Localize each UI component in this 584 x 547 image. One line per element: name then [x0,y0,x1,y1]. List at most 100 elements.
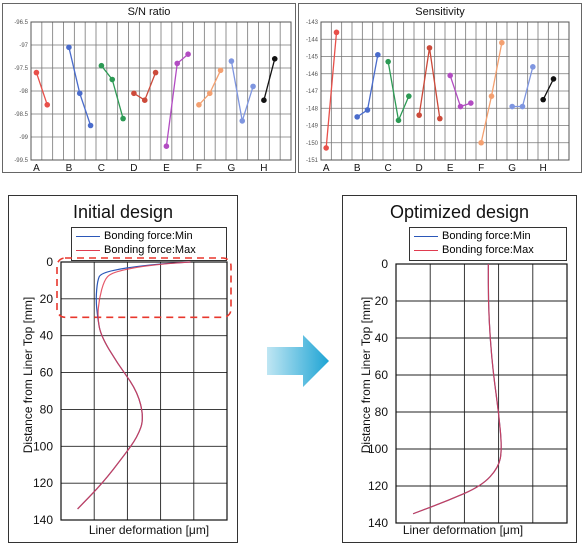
x-tick-label: A [33,163,40,174]
x-tick-label: E [163,163,170,174]
x-tick-label: F [478,163,484,174]
x-tick-label: G [228,163,236,174]
legend-entry-max: Bonding force:Max [76,243,222,257]
data-point-G [519,103,526,110]
series-line-H [542,78,555,100]
y-tick-label: 100 [33,439,53,453]
data-point-D [141,97,148,103]
data-point-G [239,118,246,124]
series-line-F [480,42,503,143]
sn-ratio-plot: -96.5 -97 -97.5 -98 -98.5 -99 -99.5 A B C D E F G H [14,20,292,174]
plot-frame [60,261,228,521]
initial-design-plot: 0 20 40 60 80 100 120 140 [33,255,232,527]
y-tick-label: 140 [368,516,388,530]
y-tick-label: -96.5 [14,20,28,26]
y-tick-label: -148 [306,106,319,112]
initial-design-x-axis-label: Liner deformation [μm] [88,523,210,537]
x-tick-label: C [98,163,105,174]
x-tick-label: B [354,163,361,174]
data-point-G [228,58,235,64]
optimized-design-title: Optimized design [389,202,530,222]
y-tick-label: -98.5 [14,112,28,118]
legend-entry-max: Bonding force:Max [414,243,562,257]
data-point-F [196,102,202,108]
y-tick-label: -144 [306,37,319,43]
data-point-B [354,114,360,120]
sn-ratio-chart-panel: S/N ratio -96.5 -97 -97.5 -98 -98.5 -99 -99.5 A… [2,3,296,174]
series-line-H [263,58,276,101]
sensitivity-title: Sensitivity [415,6,465,18]
series-line-G [512,66,534,108]
x-tick-label: B [66,163,73,174]
legend-swatch-max [76,249,100,251]
series-line-D [133,72,157,102]
x-tick-label: C [385,163,392,174]
legend-entry-min: Bonding force:Min [76,229,222,243]
data-point-B [375,51,381,58]
y-tick-label: 120 [368,479,388,493]
optimized-design-x-axis-label: Liner deformation [μm] [402,523,524,537]
y-tick-label: -99.5 [14,158,28,164]
legend-label-max: Bonding force:Max [104,244,196,256]
data-point-D [416,112,422,118]
right-arrow-icon [267,335,329,387]
x-tick-label: H [260,163,267,174]
x-tick-label: F [196,163,202,174]
data-point-H [271,56,278,62]
y-tick-label: -151 [306,158,319,164]
series-line-A [325,32,338,148]
data-point-E [447,72,453,79]
y-tick-label: -146 [306,72,319,78]
data-point-E [174,60,181,67]
sensitivity-plot: -143 -144 -145 -146 -147 -148 -149 -150 -151 A B C D… [306,20,570,174]
series-line-C [100,65,124,119]
y-tick-label: -145 [306,55,319,61]
y-tick-label: 0 [46,255,53,269]
data-point-F [478,139,484,146]
data-point-A [33,69,40,76]
y-tick-label: -99 [19,135,28,141]
series-line-bonding-force-max [412,264,502,515]
data-point-A [323,145,329,151]
y-tick-label: 140 [33,513,53,527]
y-tick-label: 60 [375,368,389,382]
data-point-A [44,102,51,108]
y-tick-label: -150 [306,141,319,147]
legend-swatch-min [414,235,438,237]
plot-frame [320,21,570,161]
y-tick-label: 20 [375,294,389,308]
data-point-H [261,97,267,103]
y-tick-label: 80 [40,402,54,416]
plot-frame [395,263,568,524]
series-line-F [198,70,222,106]
data-point-F [217,67,224,74]
initial-design-panel: Initial design Bonding force:Min Bonding… [8,195,238,543]
data-point-C [395,117,402,124]
data-point-E [468,100,474,106]
data-point-B [364,107,371,113]
data-point-D [437,115,443,122]
data-point-G [509,103,515,110]
x-tick-label: H [540,163,547,174]
series-line-bonding-force-min [412,264,502,515]
sn-ratio-title: S/N ratio [127,6,171,18]
sensitivity-chart-panel: Sensitivity -143 -144 -145 -146 -147 -148 -149… [298,3,582,174]
data-point-F [206,90,213,97]
data-point-G [530,64,536,70]
highlight-dashed-box [56,257,232,319]
legend-label-min: Bonding force:Min [104,230,193,242]
data-point-E [457,103,464,110]
data-point-C [98,62,105,69]
y-tick-label: -98 [19,89,28,95]
legend-swatch-max [414,249,438,251]
y-tick-label: 120 [33,476,53,490]
data-point-E [163,143,170,149]
optimized-design-legend: Bonding force:Min Bonding force:Max [409,227,567,261]
data-point-D [131,90,137,97]
y-tick-label: 60 [40,366,54,380]
y-tick-label: 40 [375,331,389,345]
y-tick-label: -143 [306,20,319,26]
legend-swatch-min [76,235,100,237]
y-tick-label: -97 [19,43,28,49]
data-point-H [550,76,557,82]
